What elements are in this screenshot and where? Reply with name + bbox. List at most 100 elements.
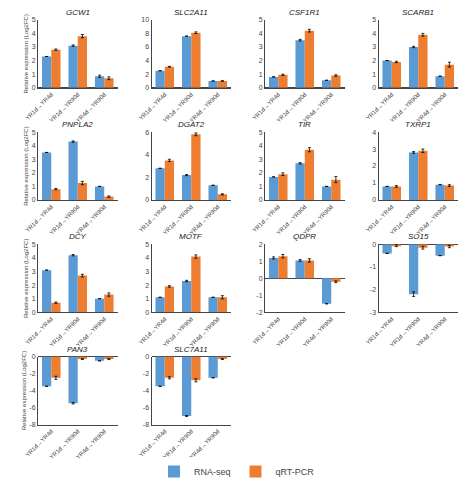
svg-text:-2: -2 <box>256 309 262 316</box>
svg-text:4: 4 <box>145 151 149 158</box>
svg-text:TXRP1: TXRP1 <box>405 120 431 129</box>
svg-text:YR4d→YR90d: YR4d→YR90d <box>189 92 221 124</box>
svg-text:YR1d→YR90d: YR1d→YR90d <box>276 204 308 236</box>
svg-text:YR1d→YR4d: YR1d→YR4d <box>365 204 395 234</box>
svg-text:-2: -2 <box>29 370 35 377</box>
svg-text:4: 4 <box>32 142 36 149</box>
svg-text:YR1d→YR4d: YR1d→YR4d <box>251 92 281 122</box>
svg-text:YR1d→YR90d: YR1d→YR90d <box>49 92 81 124</box>
svg-text:DGAT2: DGAT2 <box>178 120 205 129</box>
svg-text:YR1d→YR90d: YR1d→YR90d <box>49 316 81 348</box>
svg-text:5: 5 <box>259 16 263 23</box>
svg-text:5: 5 <box>32 241 36 248</box>
svg-text:4: 4 <box>259 30 263 37</box>
svg-text:YR4d→YR90d: YR4d→YR90d <box>416 92 448 124</box>
svg-text:SLC7A11: SLC7A11 <box>174 345 208 354</box>
svg-text:YR1d→YR90d: YR1d→YR90d <box>389 316 421 348</box>
svg-text:0: 0 <box>32 84 36 91</box>
svg-text:-8: -8 <box>143 421 149 428</box>
svg-text:YR4d→YR90d: YR4d→YR90d <box>75 428 107 460</box>
svg-text:0: 0 <box>259 196 263 203</box>
svg-text:YR4d→YR90d: YR4d→YR90d <box>416 316 448 348</box>
svg-text:2: 2 <box>259 241 263 248</box>
svg-text:0: 0 <box>372 84 376 91</box>
svg-text:0: 0 <box>259 84 263 91</box>
svg-text:2: 2 <box>145 174 149 181</box>
svg-text:YR4d→YR90d: YR4d→YR90d <box>75 316 107 348</box>
svg-text:YR1d→YR4d: YR1d→YR4d <box>138 316 168 346</box>
svg-text:2: 2 <box>259 169 263 176</box>
svg-text:5: 5 <box>32 129 36 136</box>
svg-text:qRT-PCR: qRT-PCR <box>276 467 315 477</box>
svg-text:3: 3 <box>259 156 263 163</box>
svg-text:3: 3 <box>32 43 36 50</box>
svg-text:1: 1 <box>259 258 263 265</box>
svg-text:4: 4 <box>145 57 149 64</box>
svg-text:6: 6 <box>145 129 149 136</box>
svg-text:YR1d→YR90d: YR1d→YR90d <box>389 92 421 124</box>
svg-text:0: 0 <box>145 196 149 203</box>
svg-text:3: 3 <box>259 43 263 50</box>
svg-text:YR1d→YR90d: YR1d→YR90d <box>276 316 308 348</box>
svg-text:YR1d→YR90d: YR1d→YR90d <box>276 92 308 124</box>
svg-text:-8: -8 <box>29 421 35 428</box>
svg-text:TIR: TIR <box>298 120 311 129</box>
svg-text:2: 2 <box>32 169 36 176</box>
svg-text:2: 2 <box>32 57 36 64</box>
svg-text:SO15: SO15 <box>408 232 429 241</box>
svg-text:5: 5 <box>259 129 263 136</box>
svg-text:YR4d→YR90d: YR4d→YR90d <box>302 316 334 348</box>
svg-text:DCY: DCY <box>69 232 87 241</box>
svg-text:1: 1 <box>259 71 263 78</box>
svg-text:1: 1 <box>145 295 149 302</box>
svg-text:YR1d→YR90d: YR1d→YR90d <box>49 204 81 236</box>
svg-text:YR1d→YR90d: YR1d→YR90d <box>162 92 194 124</box>
svg-text:YR1d→YR4d: YR1d→YR4d <box>24 204 54 234</box>
svg-text:0: 0 <box>32 196 36 203</box>
svg-text:YR1d→YR4d: YR1d→YR4d <box>251 204 281 234</box>
svg-text:SCARB1: SCARB1 <box>402 8 434 17</box>
svg-text:YR1d→YR4d: YR1d→YR4d <box>251 316 281 346</box>
svg-text:0: 0 <box>259 275 263 282</box>
svg-text:YR1d→YR4d: YR1d→YR4d <box>138 428 168 458</box>
svg-text:YR4d→YR90d: YR4d→YR90d <box>416 204 448 236</box>
svg-text:2: 2 <box>372 162 376 169</box>
svg-text:QDPR: QDPR <box>293 232 316 241</box>
svg-text:4: 4 <box>259 142 263 149</box>
svg-text:YR1d→YR90d: YR1d→YR90d <box>49 428 81 460</box>
svg-text:2: 2 <box>145 282 149 289</box>
svg-text:2: 2 <box>145 71 149 78</box>
svg-text:-1: -1 <box>256 292 262 299</box>
svg-text:-3: -3 <box>370 309 376 316</box>
svg-text:YR1d→YR4d: YR1d→YR4d <box>365 316 395 346</box>
svg-text:YR4d→YR90d: YR4d→YR90d <box>302 204 334 236</box>
svg-text:0: 0 <box>32 309 36 316</box>
svg-text:GCW1: GCW1 <box>66 8 90 17</box>
svg-text:0: 0 <box>145 353 149 360</box>
svg-text:1: 1 <box>32 71 36 78</box>
svg-text:5: 5 <box>372 16 376 23</box>
svg-text:YR1d→YR4d: YR1d→YR4d <box>365 92 395 122</box>
svg-text:YR1d→YR90d: YR1d→YR90d <box>162 316 194 348</box>
svg-text:YR1d→YR4d: YR1d→YR4d <box>138 92 168 122</box>
svg-text:-4: -4 <box>143 387 149 394</box>
svg-text:-6: -6 <box>29 404 35 411</box>
svg-text:4: 4 <box>145 254 149 261</box>
svg-text:YR4d→YR90d: YR4d→YR90d <box>75 92 107 124</box>
svg-text:YR1d→YR4d: YR1d→YR4d <box>24 92 54 122</box>
svg-text:-1: -1 <box>370 263 376 270</box>
svg-text:Relative expression (Log2FC): Relative expression (Log2FC) <box>23 239 29 318</box>
svg-text:3: 3 <box>372 146 376 153</box>
svg-text:YR4d→YR90d: YR4d→YR90d <box>189 204 221 236</box>
svg-text:5: 5 <box>145 241 149 248</box>
svg-text:YR1d→YR4d: YR1d→YR4d <box>24 428 54 458</box>
svg-text:3: 3 <box>145 268 149 275</box>
svg-text:0: 0 <box>145 309 149 316</box>
svg-text:1: 1 <box>372 71 376 78</box>
svg-text:8: 8 <box>145 30 149 37</box>
svg-text:4: 4 <box>32 30 36 37</box>
svg-text:3: 3 <box>32 156 36 163</box>
svg-text:YR4d→YR90d: YR4d→YR90d <box>189 428 221 460</box>
svg-text:Relative expression (Log2FC): Relative expression (Log2FC) <box>21 351 27 430</box>
svg-text:1: 1 <box>259 183 263 190</box>
